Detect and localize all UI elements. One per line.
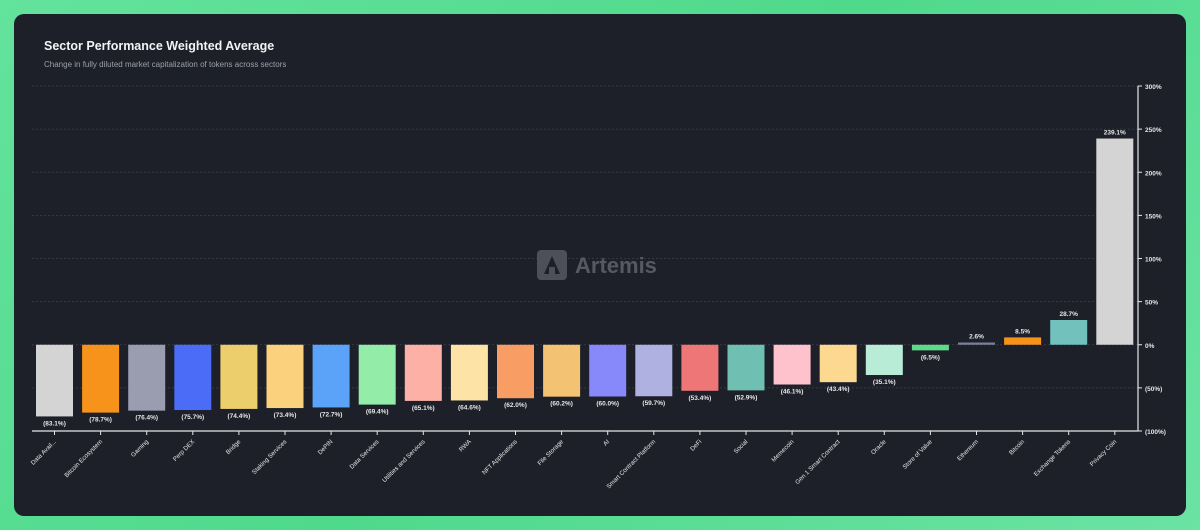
data-label: (72.7%) — [320, 411, 343, 418]
data-label: (46.1%) — [781, 389, 804, 396]
data-label: (52.9%) — [735, 394, 758, 401]
x-tick-label: Memecoin — [770, 438, 796, 464]
chart-subtitle: Change in fully diluted market capitaliz… — [44, 60, 287, 69]
x-tick-label: Data Services — [348, 438, 380, 470]
data-label: (76.4%) — [135, 415, 158, 422]
bar — [865, 344, 903, 376]
artemis-watermark-text: Artemis — [575, 253, 657, 278]
x-tick-label: Perp DEX — [172, 438, 196, 462]
x-tick-label: Gaming — [130, 438, 151, 459]
data-label: (62.0%) — [504, 402, 527, 409]
bar — [312, 344, 350, 408]
data-label: (6.5%) — [921, 354, 940, 361]
x-tick-label: Bridge — [225, 438, 243, 456]
data-label: (65.1%) — [412, 405, 435, 412]
bar — [497, 344, 534, 399]
x-tick-label: Exchange Tokens — [1033, 438, 1072, 477]
y-tick-label: (100%) — [1145, 429, 1166, 436]
x-tick-label: AI — [602, 438, 611, 447]
chart-title: Sector Performance Weighted Average — [44, 39, 275, 53]
y-tick-label: 100% — [1145, 257, 1162, 264]
x-tick-label: DeFi — [689, 438, 703, 452]
data-label: (73.4%) — [274, 412, 297, 419]
data-label: 28.7% — [1059, 311, 1078, 318]
data-label: (43.4%) — [827, 386, 850, 393]
x-tick-label: Bitcoin Ecosystem — [63, 438, 104, 479]
x-tick-label: DePIN — [317, 438, 335, 456]
y-tick-label: 300% — [1145, 84, 1162, 91]
data-label: (75.7%) — [181, 414, 204, 421]
bar — [36, 344, 73, 417]
data-label: (59.7%) — [642, 400, 665, 407]
y-tick-label: 150% — [1145, 213, 1162, 220]
data-label: (74.4%) — [228, 413, 251, 420]
y-tick-label: 50% — [1145, 300, 1158, 307]
y-tick-label: 200% — [1145, 170, 1162, 177]
data-labels: (83.1%) (78.7%) (76.4%) (75.7%) (74.4%) (73.4… — [43, 130, 1126, 428]
bar — [1050, 319, 1088, 345]
data-label: 2.6% — [969, 334, 984, 341]
bar — [1004, 337, 1042, 345]
x-tick-label: Ethereum — [956, 438, 980, 462]
data-label: 239.1% — [1104, 130, 1126, 137]
bar-chart: Artemis (83.1%) (78.7%) (76.4%) (75.7%) (74.… — [30, 84, 1166, 490]
x-tick-label: RWA — [458, 438, 474, 454]
bar — [82, 344, 120, 413]
x-tick-label: Oracle — [870, 438, 888, 456]
chart-card: Sector Performance Weighted Average Chan… — [14, 14, 1186, 516]
y-tick-label: 0% — [1145, 343, 1155, 350]
x-tick-label: Bitcoin — [1008, 438, 1026, 456]
bar — [589, 344, 627, 397]
y-tick-label: 250% — [1145, 127, 1162, 134]
bar — [128, 344, 166, 411]
x-tick-label: Store of Value — [901, 438, 934, 471]
y-axis: 300% 250% 200% 150% 100% 50% 0% (50%) (100%) — [1137, 84, 1166, 436]
data-label: (60.0%) — [596, 401, 619, 408]
data-label: (35.1%) — [873, 379, 896, 386]
x-tick-label: NFT Applications — [481, 438, 519, 476]
bar — [174, 344, 212, 411]
data-label: (69.4%) — [366, 409, 389, 416]
y-tick-label: (50%) — [1145, 386, 1162, 393]
x-tick-label: Social — [733, 438, 750, 455]
bar — [911, 344, 949, 351]
bar — [1096, 138, 1134, 345]
data-label: (60.2%) — [550, 401, 573, 408]
bar — [958, 342, 995, 345]
bar — [358, 344, 396, 405]
bar — [727, 344, 765, 391]
data-label: (78.7%) — [89, 417, 112, 424]
bar — [266, 344, 304, 409]
bar — [773, 344, 811, 385]
artemis-watermark: Artemis — [537, 250, 657, 280]
x-tick-label: Privacy Coin — [1089, 438, 1119, 468]
data-label: (83.1%) — [43, 420, 66, 427]
data-label: (64.6%) — [458, 404, 481, 411]
x-tick-label: File Storage — [536, 438, 565, 467]
x-tick-label: Data Avail... — [30, 438, 58, 466]
bar — [543, 344, 581, 397]
x-tick-label: Gen 1 Smart Contract — [794, 438, 842, 486]
x-tick-label: Smart Contract Platform — [605, 438, 657, 490]
bar — [450, 344, 488, 401]
bar — [819, 344, 857, 383]
bars — [36, 138, 1134, 417]
bar — [220, 344, 258, 409]
bar — [635, 344, 673, 397]
data-label: (53.4%) — [689, 395, 712, 402]
x-tick-label: Staking Services — [251, 438, 289, 476]
x-axis: Data Avail... Bitcoin Ecosystem Gaming Perp… — [30, 430, 1138, 490]
x-tick-label: Utilities and Services — [381, 438, 427, 484]
data-label: 8.5% — [1015, 328, 1030, 335]
bar — [404, 344, 442, 401]
bar — [681, 344, 719, 391]
